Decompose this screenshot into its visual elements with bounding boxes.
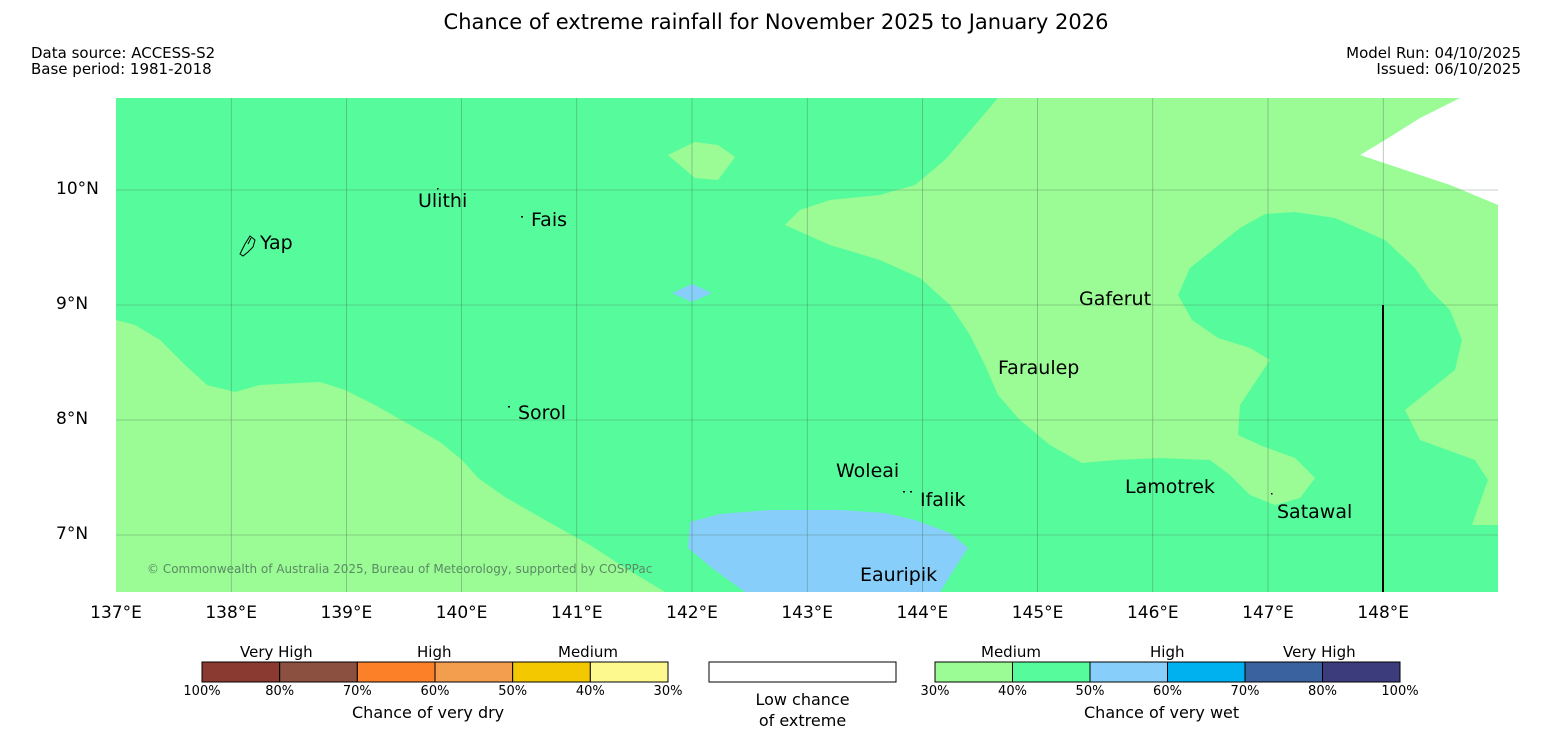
lat-tick: 8°N: [56, 409, 89, 429]
lon-tick: 139°E: [320, 603, 373, 623]
legend-low-line2: of extreme: [758, 711, 847, 730]
legend-dry-pct-label: 100%: [183, 684, 221, 699]
legend-wet-swatch: [934, 661, 1013, 683]
lat-tick: 9°N: [56, 294, 89, 314]
legend-wet-bar: [934, 661, 1401, 683]
lon-tick: 147°E: [1242, 603, 1294, 623]
legend-wet-pct-label: 70%: [1230, 684, 1260, 699]
light-green-patch-north: [668, 142, 735, 180]
place-label-yap: Yap: [260, 232, 293, 254]
legend-dry-group-high: High: [417, 643, 452, 661]
legend-wet-swatch: [1167, 661, 1246, 683]
legend-dry-group-very-high: Very High: [240, 643, 313, 661]
page-title: Chance of extreme rainfall for November …: [443, 10, 1109, 34]
legend-dry-pct-label: 60%: [420, 684, 450, 699]
legend-wet-pct-label: 40%: [998, 684, 1027, 699]
blue-region-south: [688, 510, 968, 592]
legend-dry-swatch: [589, 661, 669, 683]
legend-wet-swatch: [1089, 661, 1168, 683]
lat-tick: 10°N: [56, 179, 99, 199]
low-chance-region: [1360, 98, 1498, 205]
place-label-eauripik: Eauripik: [860, 564, 938, 586]
legend-dry-pct-label: 50%: [498, 684, 528, 699]
legend-low-line1: Low chance: [755, 690, 850, 709]
legend-dry-swatch: [512, 661, 591, 683]
legend-wet-pct-label: 60%: [1153, 684, 1182, 699]
legend-dry-pct-label: 30%: [653, 684, 683, 699]
place-label-sorol: Sorol: [518, 402, 566, 424]
meta-right: Model Run: 04/10/2025 Issued: 06/10/2025: [1346, 45, 1521, 77]
legend-wet-pct-label: 50%: [1075, 684, 1105, 699]
lon-tick: 142°E: [666, 603, 718, 623]
legend-wet-pct-label: 100%: [1381, 684, 1419, 699]
legend-wet-swatch: [1012, 661, 1091, 683]
legend-wet-group-very-high: Very High: [1283, 643, 1356, 661]
legend-dry-pct-label: 40%: [575, 684, 605, 699]
legend-low-label: Low chance of extreme: [709, 689, 896, 731]
legend-dry-pct-label: 80%: [265, 684, 295, 699]
place-label-ifalik: Ifalik: [920, 489, 966, 511]
legend-wet-pct-label: 30%: [920, 684, 950, 699]
legend-low-box: [708, 661, 897, 683]
place-label-satawal: Satawal: [1277, 501, 1353, 523]
yap-island-outline: [239, 235, 256, 257]
place-label-fais: Fais: [531, 209, 568, 231]
model-run-text: Model Run: 04/10/2025: [1346, 44, 1521, 62]
lon-tick: 146°E: [1126, 603, 1179, 623]
place-label-woleai: Woleai: [836, 460, 900, 482]
light-green-region-southwest: [116, 320, 665, 592]
place-label-ulithi: Ulithi: [418, 190, 468, 212]
legend-dry-group-medium: Medium: [558, 643, 618, 661]
legend-dry-pct-label: 70%: [342, 684, 372, 699]
legend-wet-group-high: High: [1150, 643, 1185, 661]
legend-dry-swatch: [201, 661, 281, 683]
island-marks: [437, 188, 1273, 495]
legend-dry-swatch: [279, 661, 358, 683]
place-label-gaferut: Gaferut: [1079, 288, 1152, 310]
lon-tick: 148°E: [1357, 603, 1410, 623]
legend-dry-bar: [201, 661, 669, 683]
light-green-patch-small: [1163, 138, 1182, 162]
legend-wet-swatch: [1322, 661, 1401, 683]
legend-wet-title: Chance of very wet: [1084, 703, 1240, 722]
lon-tick: 141°E: [550, 603, 603, 623]
lon-tick: 144°E: [896, 603, 949, 623]
meta-left: Data source: ACCESS-S2 Base period: 1981…: [31, 45, 215, 77]
lon-tick: 138°E: [205, 603, 258, 623]
light-green-region-northeast: [785, 98, 1498, 525]
lon-tick: 143°E: [781, 603, 834, 623]
legend-dry-swatch: [356, 661, 436, 683]
data-source-text: Data source: ACCESS-S2: [31, 44, 216, 62]
legend-wet-group-medium: Medium: [981, 643, 1041, 661]
legend-dry-title: Chance of very dry: [352, 703, 505, 722]
lon-tick: 137°E: [90, 603, 142, 623]
copyright-text: © Commonwealth of Australia 2025, Bureau…: [147, 562, 653, 576]
issued-text: Issued: 06/10/2025: [1376, 60, 1521, 78]
legend-wet-pct-label: 80%: [1308, 684, 1337, 699]
map-frame: [116, 98, 1498, 592]
legend-dry-swatch: [434, 661, 514, 683]
lon-tick: 145°E: [1011, 603, 1064, 623]
lon-tick: 140°E: [435, 603, 488, 623]
legend-wet-swatch: [1244, 661, 1323, 683]
place-label-faraulep: Faraulep: [998, 357, 1080, 379]
lat-tick: 7°N: [56, 524, 89, 544]
base-period-text: Base period: 1981-2018: [31, 60, 212, 78]
place-label-lamotrek: Lamotrek: [1125, 476, 1215, 498]
